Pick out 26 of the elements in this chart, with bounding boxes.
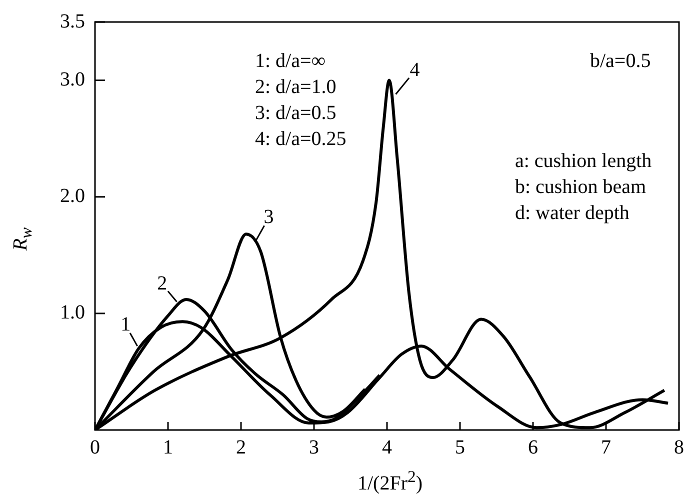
annotation: 2: d/a=1.0 (255, 76, 336, 98)
y-tick-label: 2.0 (60, 185, 85, 208)
x-tick-label: 6 (528, 436, 538, 458)
annotation: 3 (264, 206, 274, 228)
annotation: 4 (410, 59, 420, 82)
x-tick-label: 4 (382, 436, 392, 458)
annotation: d: water depth (515, 202, 630, 224)
y-tick-label: 1.0 (60, 302, 85, 324)
annotation: 4: d/a=0.25 (255, 128, 346, 150)
x-axis-title: 1/(2Fr$^{2}$) (356, 466, 424, 495)
x-tick-label: 5 (455, 436, 465, 458)
x-tick-label: 3 (309, 436, 319, 458)
y-tick-label: 3.0 (60, 68, 85, 91)
x-tick-label: 2 (236, 436, 246, 458)
annotation: a: cushion length (515, 150, 652, 172)
annotation: 3: d/a=0.5 (255, 102, 336, 124)
x-tick-label: 0 (90, 436, 100, 458)
annotation: 2 (157, 272, 168, 295)
y-tick-label: 3.5 (60, 10, 85, 32)
annotation: b: cushion beam (515, 176, 646, 198)
x-tick-label: 7 (601, 436, 611, 458)
annotation: 1: d/a=∞ (255, 50, 326, 72)
x-tick-label: 1 (163, 436, 173, 458)
x-tick-label: 8 (674, 436, 684, 458)
annotation: 1 (120, 313, 131, 336)
annotation: b/a=0.5 (590, 50, 651, 72)
